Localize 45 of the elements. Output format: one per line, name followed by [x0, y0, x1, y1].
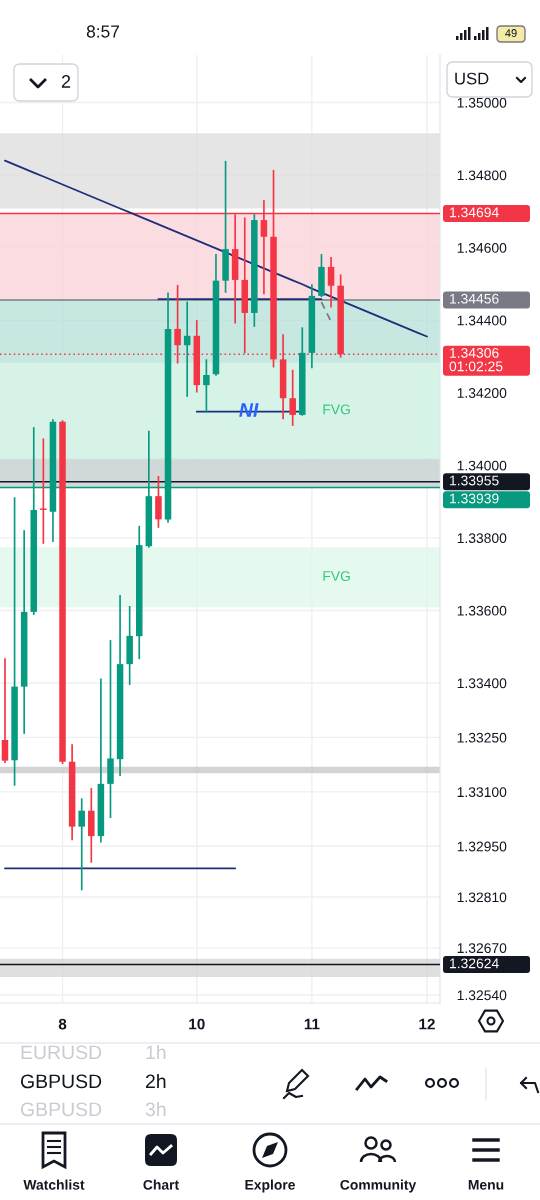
text: Explore — [245, 1179, 295, 1193]
annotation: 2 — [61, 75, 71, 88]
candlestick — [327, 256, 335, 308]
y-tick-label: 1.32950 — [457, 841, 507, 852]
ref-line-label: 1.33955 — [450, 475, 499, 486]
y-tick-label: 1.33600 — [457, 605, 507, 616]
text: 2h — [145, 1073, 166, 1089]
text: 49 — [505, 29, 517, 37]
y-tick-label: 1.33400 — [457, 678, 507, 689]
y-tick-label: 1.32670 — [457, 943, 507, 954]
ref-line-label: 1.34456 — [450, 293, 499, 304]
line-series — [4, 159, 428, 338]
text: 8:57 — [86, 25, 120, 38]
ref-line-label: 1.32624 — [450, 958, 499, 969]
ref-line-label: 1.33939 — [450, 493, 499, 504]
candlestick — [78, 798, 85, 891]
text: Menu — [468, 1180, 504, 1190]
text: Chart — [143, 1179, 179, 1190]
y-tick-label: 1.34000 — [457, 460, 507, 471]
x-tick-label: 8 — [58, 1018, 67, 1030]
ref-line-label: 1.34306 01:02:25 — [449, 347, 503, 372]
y-tick-label: 1.34600 — [457, 242, 507, 253]
candlestick — [155, 476, 162, 528]
ref-line-label: 1.34694 — [450, 207, 499, 218]
candlestick — [1, 658, 9, 763]
text: GBPUSD — [20, 1074, 102, 1089]
y-tick-label: 1.34200 — [457, 388, 507, 398]
x-tick-label: 10 — [189, 1018, 205, 1030]
text: Watchlist — [23, 1179, 85, 1190]
y-tick-label: 1.33800 — [457, 533, 507, 544]
y-tick-label: 1.34800 — [457, 170, 507, 181]
y-tick-label: 1.33100 — [457, 787, 507, 798]
band-label: FVG — [323, 571, 350, 581]
text: Community — [340, 1179, 417, 1193]
y-tick-label: 1.34400 — [457, 315, 507, 326]
y-tick-label: 1.35000 — [457, 97, 507, 108]
text: USD — [455, 72, 489, 85]
x-tick-label: 12 — [419, 1018, 435, 1030]
y-tick-label: 1.32810 — [457, 892, 507, 903]
band-label: FVG — [323, 404, 350, 415]
x-tick-label: 11 — [304, 1018, 320, 1030]
y-tick-label: 1.32540 — [457, 990, 507, 1001]
candlestick — [203, 359, 210, 413]
candlestick — [289, 369, 296, 426]
y-tick-label: 1.33250 — [457, 732, 507, 743]
